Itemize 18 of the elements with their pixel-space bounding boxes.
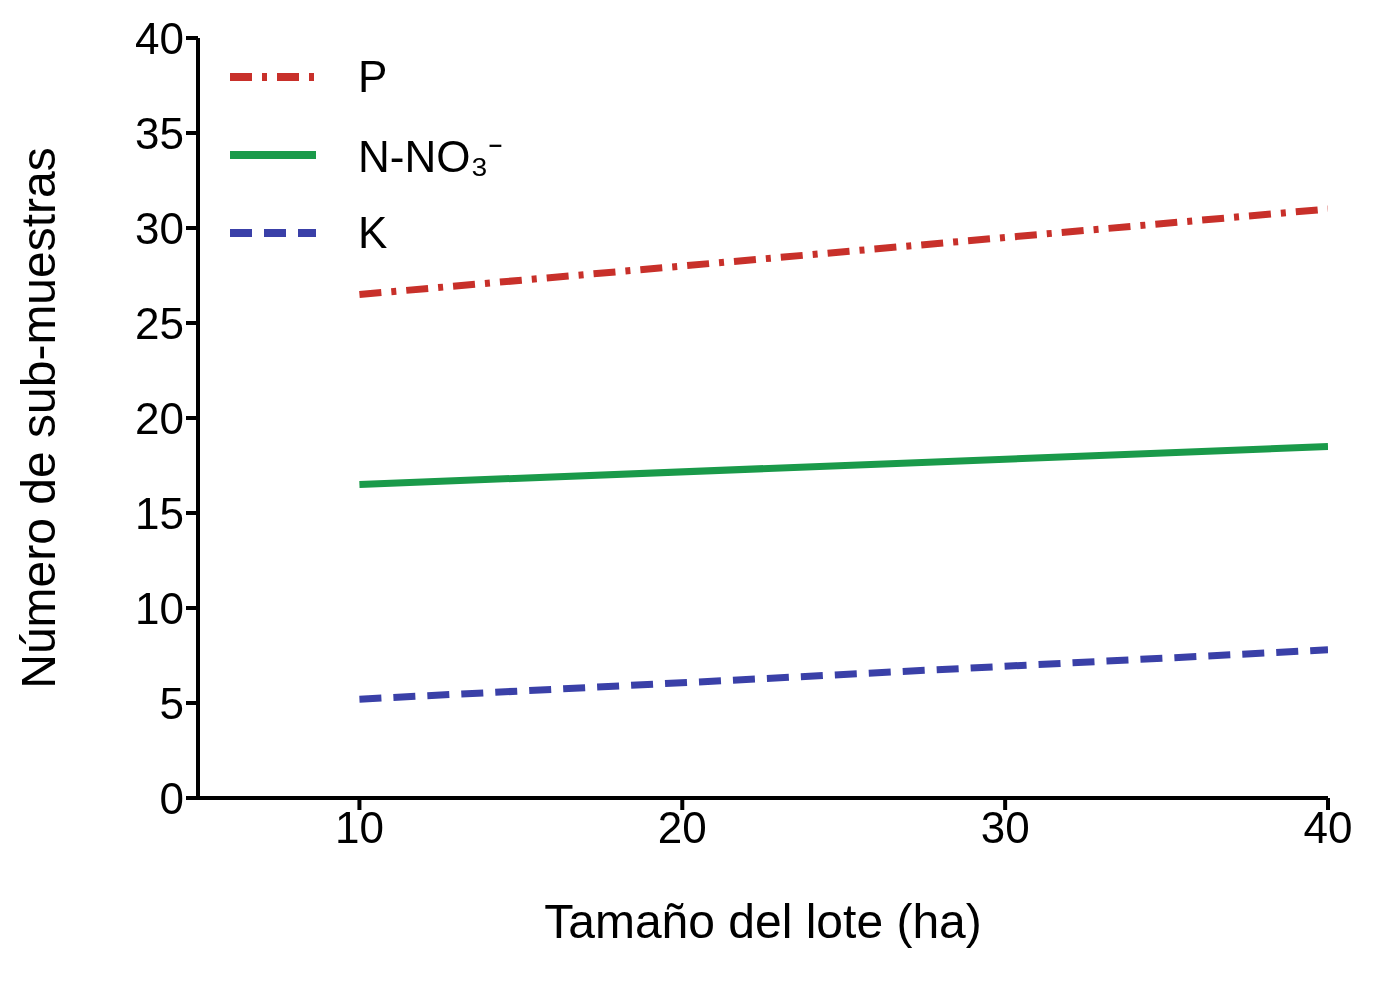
- y-tick-label: 0: [159, 773, 184, 823]
- legend-label: N-NO₃⁻: [358, 131, 504, 183]
- legend-label: P: [358, 52, 388, 102]
- y-tick-label: 5: [159, 678, 184, 728]
- y-axis-title: Número de sub-muestras: [12, 147, 66, 689]
- legend-label: K: [358, 208, 388, 258]
- y-tick-label: 30: [135, 203, 184, 253]
- x-tick-label: 30: [980, 803, 1030, 853]
- x-tick-label: 10: [334, 803, 384, 853]
- x-tick-label: 20: [657, 803, 707, 853]
- y-tick-label: 15: [135, 488, 184, 538]
- x-axis-title: Tamaño del lote (ha): [544, 895, 982, 948]
- y-tick-label: 25: [135, 298, 184, 348]
- y-tick-label: 35: [135, 108, 184, 158]
- y-tick-label: 10: [135, 583, 184, 633]
- x-tick-label: 40: [1303, 803, 1353, 853]
- y-tick-label: 20: [135, 393, 184, 443]
- y-tick-label: 40: [135, 13, 184, 63]
